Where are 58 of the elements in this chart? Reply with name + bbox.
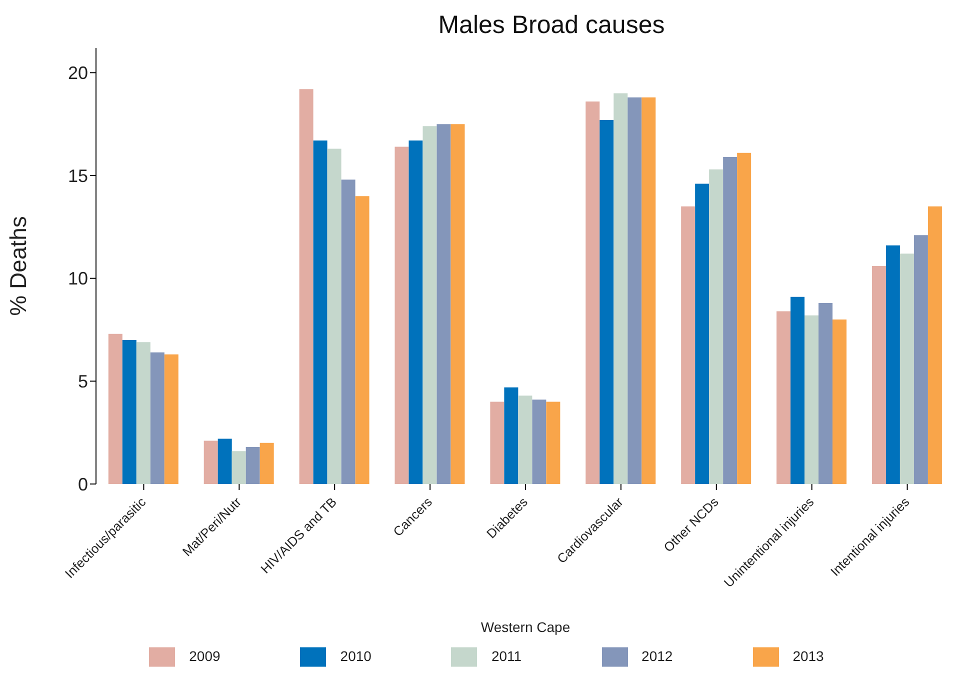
bar [108,334,122,484]
y-tick-label: 0 [78,474,88,494]
bar [532,400,546,484]
bar [695,184,710,484]
bar [490,402,504,484]
bar [355,196,370,484]
y-tick-label: 10 [68,268,88,289]
legend-label: 2009 [189,648,220,664]
bar [832,319,847,484]
bar [408,140,423,484]
bar [136,342,150,484]
bar [914,235,928,484]
bar [628,97,642,484]
legend-label: 2011 [491,648,522,664]
bar [872,266,886,484]
bar [450,124,465,484]
bar [709,169,724,484]
y-tick-label: 15 [68,166,88,186]
bar [232,451,246,484]
bar [246,446,260,484]
bar [790,296,805,484]
bar [642,97,656,484]
bar [327,148,342,484]
bar [313,140,328,484]
legend-label: 2010 [340,648,372,664]
legend-label: 2012 [642,648,673,664]
bar [928,206,942,484]
bar [504,387,518,484]
bar [436,124,451,484]
legend-label: 2013 [792,648,824,664]
bar [737,152,752,484]
x-axis-title: Western Cape [480,619,570,635]
y-axis-title: % Deaths [5,216,32,316]
bar [900,254,914,484]
bar [204,440,218,484]
bar [394,146,409,484]
bar [422,126,437,484]
chart-title: Males Broad causes [437,10,666,41]
bar [723,157,738,484]
bar [150,352,164,484]
bar [681,206,696,484]
y-tick-label: 20 [68,63,88,84]
bar [299,89,314,484]
bar [546,402,560,484]
bar [586,101,600,484]
bar [518,396,532,484]
bar [600,120,614,484]
bar [218,438,232,484]
bar [804,315,819,484]
bar [122,340,136,484]
bar [164,354,178,484]
bar [818,303,833,484]
bar [614,93,628,484]
bar [776,311,791,484]
y-tick-label: 5 [78,372,88,392]
bar [341,180,356,484]
bar [886,245,900,484]
bar [260,442,274,484]
